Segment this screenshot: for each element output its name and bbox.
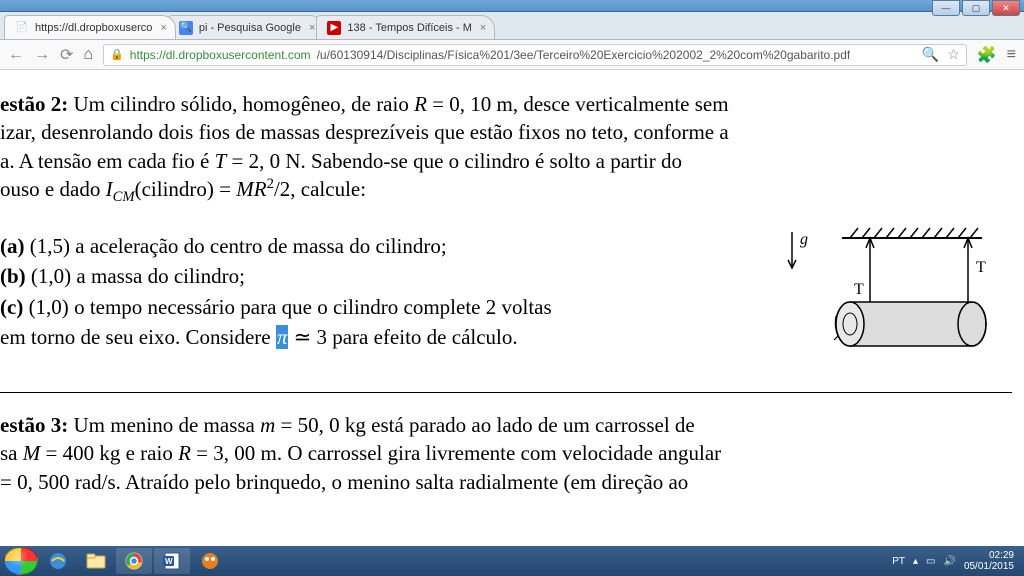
close-tab-icon[interactable]: × <box>478 22 488 34</box>
window-controls: — ▢ ✕ <box>932 0 1020 16</box>
tab-label: https://dl.dropboxuserco <box>35 22 152 34</box>
window-titlebar <box>0 0 1024 12</box>
tab-dropbox[interactable]: 📄 https://dl.dropboxuserco × <box>4 15 176 39</box>
url-path: /u/60130914/Disciplinas/Física%201/3ee/T… <box>317 48 851 62</box>
close-tab-icon[interactable]: × <box>158 22 168 34</box>
system-tray[interactable]: PT ▴ ▭ 🔊 02:29 05/01/2015 <box>892 550 1020 572</box>
star-icon[interactable]: ☆ <box>947 46 960 63</box>
question-3-statement: estão 3: Um menino de massa m = 50, 0 kg… <box>0 411 1012 496</box>
flag-icon[interactable]: ▭ <box>926 556 935 567</box>
forward-button[interactable]: → <box>34 46 50 64</box>
lock-icon: 🔒 <box>110 48 124 61</box>
close-button[interactable]: ✕ <box>992 0 1020 16</box>
tab-google[interactable]: 🔍 pi - Pesquisa Google × <box>168 15 325 39</box>
ie-icon[interactable] <box>40 548 76 574</box>
explorer-icon[interactable] <box>78 548 114 574</box>
browser-toolbar: ← → ⟳ ⌂ 🔒 https://dl.dropboxusercontent.… <box>0 40 1024 70</box>
menu-button[interactable]: ≡ <box>1007 46 1016 64</box>
g-label: g <box>800 231 808 248</box>
language-indicator[interactable]: PT <box>892 556 905 567</box>
page-favicon: 📄 <box>15 21 29 35</box>
pdf-page: estão 2: Um cilindro sólido, homogêneo, … <box>0 70 1024 496</box>
maximize-button[interactable]: ▢ <box>962 0 990 16</box>
start-button[interactable] <box>4 547 38 575</box>
extensions-icon[interactable]: 🧩 <box>977 45 997 65</box>
question-2-items: (a) (1,5) a aceleração do centro de mass… <box>0 232 752 353</box>
volume-icon[interactable]: 🔊 <box>943 556 955 567</box>
back-button[interactable]: ← <box>8 46 24 64</box>
tab-label: 138 - Tempos Difíceis - M <box>347 22 472 34</box>
tab-youtube[interactable]: ▶ 138 - Tempos Difíceis - M × <box>316 15 495 39</box>
taskbar[interactable]: W PT ▴ ▭ 🔊 02:29 05/01/2015 <box>0 546 1024 576</box>
divider <box>0 392 1012 393</box>
chrome-icon[interactable] <box>116 548 152 574</box>
app-icon[interactable] <box>192 548 228 574</box>
tension-left-label: T <box>854 281 864 298</box>
tab-strip: 📄 https://dl.dropboxuserco × 🔍 pi - Pesq… <box>0 12 1024 40</box>
tray-icon[interactable]: ▴ <box>913 556 918 567</box>
minimize-button[interactable]: — <box>932 0 960 16</box>
address-bar[interactable]: 🔒 https://dl.dropboxusercontent.com/u/60… <box>103 44 967 66</box>
home-button[interactable]: ⌂ <box>83 46 93 64</box>
clock[interactable]: 02:29 05/01/2015 <box>964 550 1014 572</box>
cylinder-figure: g T T <box>772 224 1012 364</box>
google-favicon: 🔍 <box>179 21 193 35</box>
youtube-favicon: ▶ <box>327 21 341 35</box>
tension-right-label: T <box>976 259 986 276</box>
word-icon[interactable]: W <box>154 548 190 574</box>
svg-text:W: W <box>165 557 173 566</box>
reload-button[interactable]: ⟳ <box>60 45 73 65</box>
pi-selection: π <box>276 325 289 349</box>
tab-label: pi - Pesquisa Google <box>199 22 301 34</box>
pdf-viewport[interactable]: estão 2: Um cilindro sólido, homogêneo, … <box>0 70 1024 546</box>
url-host: https://dl.dropboxusercontent.com <box>130 48 311 62</box>
search-icon[interactable]: 🔍 <box>922 46 939 63</box>
question-2-statement: estão 2: Um cilindro sólido, homogêneo, … <box>0 90 1012 208</box>
